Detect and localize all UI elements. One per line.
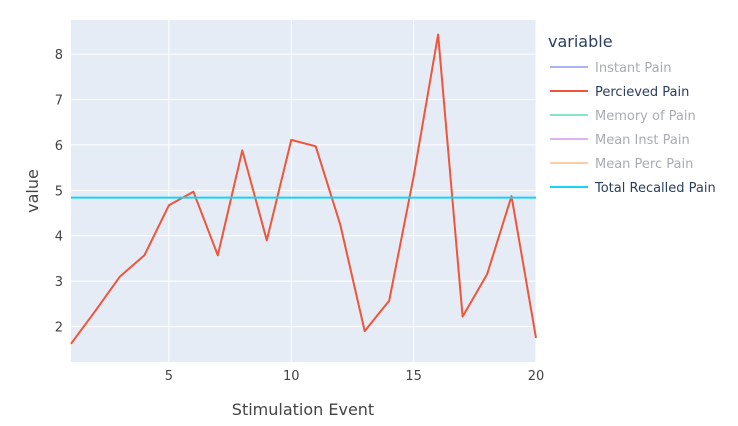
y-tick-label: 5	[55, 184, 63, 199]
x-tick-label: 10	[283, 369, 300, 384]
x-tick-label: 5	[165, 369, 173, 384]
x-axis-title: Stimulation Event	[232, 400, 374, 419]
legend-label: Mean Perc Pain	[595, 157, 693, 172]
plot-area	[71, 20, 536, 362]
legend-item-mean-inst-pain: Mean Inst Pain	[550, 133, 690, 148]
series-line-percieved-pain	[70, 33, 537, 345]
legend-item-mean-perc-pain: Mean Perc Pain	[550, 157, 693, 172]
x-tick-labels: 5 10 15 20	[165, 369, 545, 384]
y-tick-label: 4	[55, 230, 63, 245]
legend-label: Percieved Pain	[595, 85, 689, 100]
grid	[71, 20, 537, 362]
y-tick-label: 6	[55, 139, 63, 154]
legend-label: Total Recalled Pain	[594, 181, 716, 196]
y-tick-label: 2	[55, 321, 63, 336]
series-lines	[70, 33, 537, 345]
legend: Instant Pain Percieved Pain Memory of Pain…	[550, 61, 716, 196]
y-axis-title: value	[23, 169, 42, 213]
legend-label: Memory of Pain	[595, 109, 696, 124]
legend-item-instant-pain: Instant Pain	[550, 61, 671, 76]
x-tick-label: 15	[405, 369, 422, 384]
legend-label: Instant Pain	[595, 61, 671, 76]
legend-item-memory-of-pain: Memory of Pain	[550, 109, 696, 124]
legend-item-total-recalled-pain: Total Recalled Pain	[550, 181, 716, 196]
y-tick-label: 7	[55, 93, 63, 108]
legend-label: Mean Inst Pain	[595, 133, 690, 148]
legend-title: variable	[548, 32, 613, 51]
y-tick-labels: 2 3 4 5 6 7 8	[55, 48, 63, 336]
x-tick-label: 20	[528, 369, 545, 384]
legend-item-percieved-pain: Percieved Pain	[550, 85, 689, 100]
y-tick-label: 8	[55, 48, 63, 63]
y-tick-label: 3	[55, 275, 63, 290]
